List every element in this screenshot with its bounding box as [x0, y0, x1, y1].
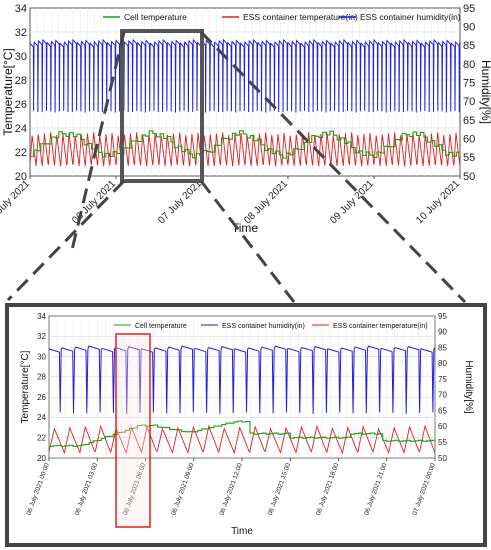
zoom-humidity-series — [48, 345, 436, 414]
top-y-left-tick: 22 — [15, 147, 27, 159]
top-cell-temperature-series — [30, 130, 461, 159]
top-x-tick: 07 July 2021 — [156, 178, 204, 226]
zoom-y-left-tick: 20 — [37, 454, 46, 463]
top-y-left-label: Temperature[°C] — [1, 48, 15, 136]
zoom-connector-right-top — [199, 30, 467, 304]
top-y-left-ticks: 20 22 24 26 28 30 32 34 — [15, 3, 27, 183]
top-humidity-series — [29, 38, 461, 113]
top-y-right-tick: 55 — [463, 152, 475, 164]
zoom-y-right-tick: 75 — [438, 375, 447, 384]
zoom-y-left-tick: 34 — [37, 312, 46, 321]
zoom-y-left-tick: 32 — [37, 332, 46, 341]
top-legend: Cell temperature ESS container temperatu… — [103, 12, 461, 22]
zoom-y-right-label: Humidity[%] — [463, 360, 474, 414]
zoom-y-right-tick: 70 — [438, 391, 447, 400]
top-y-left-tick: 26 — [15, 99, 27, 111]
zoom-connector-right-bottom — [199, 180, 296, 303]
zoom-y-left-tick: 26 — [37, 393, 46, 402]
top-y-left-tick: 30 — [15, 51, 27, 63]
top-y-right-label: Humidity[%] — [479, 60, 491, 124]
zoom-connector-left-bottom — [6, 179, 126, 302]
top-y-left-tick: 32 — [15, 27, 27, 39]
zoom-y-right-tick: 50 — [438, 454, 447, 463]
zoom-legend-ess-humidity: ESS container humidity(in) — [222, 323, 305, 330]
top-x-tick: 08 July 2021 — [242, 178, 290, 226]
zoom-y-left-ticks: 20 22 24 26 28 30 32 34 — [37, 312, 46, 463]
top-y-right-ticks: 50 55 60 65 70 75 80 85 90 95 — [463, 3, 475, 183]
zoom-legend: Cell temperature ESS container humidity(… — [114, 323, 428, 330]
zoom-humidity-series-line — [48, 345, 436, 414]
top-chart: 20 22 24 26 28 30 32 34 50 55 60 65 70 75 80 85 90 95 05… — [0, 3, 491, 235]
top-ess-temperature-series-line — [29, 132, 461, 167]
zoom-y-right-tick: 85 — [438, 343, 447, 352]
top-legend-ess-humidity: ESS container humidity(in) — [360, 12, 461, 22]
top-cell-temperature-series-line — [30, 130, 461, 159]
zoom-connector-left-top — [70, 31, 126, 251]
top-x-tick: 10 July 2021 — [414, 178, 462, 226]
top-y-left-tick: 28 — [15, 75, 27, 87]
zoom-y-left-tick: 30 — [37, 352, 46, 361]
zoom-y-left-tick: 24 — [37, 413, 46, 422]
top-y-right-tick: 50 — [463, 171, 475, 183]
top-y-right-tick: 65 — [463, 115, 475, 127]
zoom-y-right-ticks: 50 55 60 65 70 75 80 85 90 95 — [438, 312, 447, 463]
top-y-right-tick: 85 — [463, 40, 475, 52]
top-x-tick: 05 July 2021 — [0, 178, 32, 226]
zoom-legend-cell-temperature: Cell temperature — [135, 323, 187, 330]
top-legend-ess-temperature: ESS container temperature(in) — [243, 12, 358, 22]
top-y-right-tick: 75 — [463, 78, 475, 90]
top-y-right-tick: 70 — [463, 96, 475, 108]
top-y-left-tick: 20 — [15, 171, 27, 183]
top-y-left-tick: 34 — [15, 3, 27, 15]
zoom-x-label: Time — [231, 526, 253, 537]
top-ess-temperature-series — [29, 132, 461, 167]
top-y-left-tick: 24 — [15, 123, 27, 135]
top-x-label: Time — [232, 221, 259, 235]
zoom-highlight-box — [115, 333, 151, 528]
zoom-legend-ess-temperature: ESS container temperature(in) — [333, 323, 428, 330]
top-zoom-selection-box — [120, 29, 204, 183]
zoom-y-right-tick: 95 — [438, 312, 447, 321]
zoom-y-left-tick: 28 — [37, 373, 46, 382]
top-y-right-tick: 90 — [463, 22, 475, 34]
zoom-cell-temperature-series — [49, 420, 436, 447]
zoom-ess-temperature-series-line — [48, 424, 436, 455]
zoom-y-right-tick: 80 — [438, 359, 447, 368]
zoom-y-left-label: Temperature[°C] — [20, 350, 31, 423]
zoom-y-right-tick: 65 — [438, 406, 447, 415]
zoom-y-right-tick: 90 — [438, 328, 447, 337]
zoom-y-right-tick: 60 — [438, 422, 447, 431]
top-y-right-tick: 95 — [463, 3, 475, 15]
top-y-right-tick: 80 — [463, 59, 475, 71]
zoom-y-left-tick: 22 — [37, 434, 46, 443]
top-humidity-series-line — [29, 38, 461, 113]
zoom-y-right-tick: 55 — [438, 438, 447, 447]
zoom-cell-temperature-series-line — [49, 420, 436, 447]
top-legend-cell-temperature: Cell temperature — [124, 12, 187, 22]
zoom-ess-temperature-series — [48, 424, 436, 455]
top-x-tick: 06 July 2021 — [70, 178, 118, 226]
top-y-right-tick: 60 — [463, 134, 475, 146]
